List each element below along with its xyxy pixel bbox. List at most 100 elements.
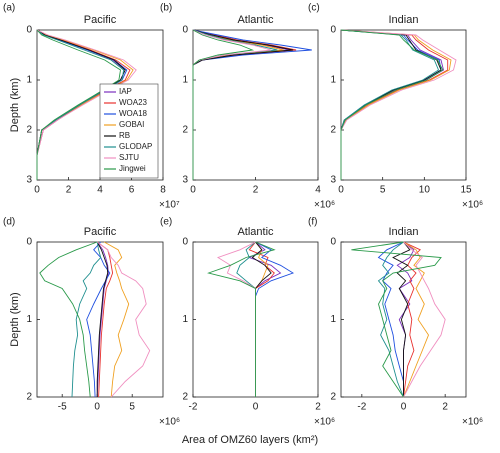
series-line [392, 241, 411, 397]
x-tick-label: 15 [460, 185, 472, 196]
plot-area [207, 241, 295, 397]
series-line [340, 29, 444, 180]
series-line [255, 241, 295, 397]
x-tick-label: -5 [58, 402, 67, 413]
series-line [96, 241, 114, 398]
x-tick-label: 10 [419, 185, 431, 196]
y-tick-label: 0 [182, 237, 188, 248]
y-axis-label: Depth (km) [9, 292, 21, 346]
series-line [71, 241, 102, 398]
series-line [36, 29, 137, 180]
plot-area [351, 241, 446, 398]
x-multiplier: ×10⁶ [462, 417, 483, 428]
panel-title: Pacific [84, 226, 117, 238]
series-line [96, 241, 151, 398]
x-tick-label: 5 [129, 402, 135, 413]
series-line [255, 241, 269, 397]
x-tick-label: 0 [253, 402, 259, 413]
y-tick-label: 2 [26, 392, 32, 403]
x-tick-label: 5 [380, 185, 386, 196]
legend-label: WOA18 [119, 109, 148, 118]
series-line [192, 29, 255, 180]
series-line [36, 29, 121, 180]
x-tick-label: 4 [315, 185, 321, 196]
series-line [351, 241, 442, 398]
y-tick-label: 2 [182, 125, 188, 136]
y-tick-label: 0 [330, 237, 336, 248]
series-line [96, 241, 109, 397]
series-line [39, 241, 98, 398]
y-tick-label: 0 [26, 237, 32, 248]
series-line [340, 29, 440, 180]
legend-label: RB [119, 131, 130, 140]
y-tick-label: 2 [182, 392, 188, 403]
panel-label: (e) [160, 217, 172, 228]
panel-label: (b) [160, 3, 172, 14]
series-line [340, 29, 457, 180]
series-line [216, 241, 256, 397]
x-tick-label: 2 [315, 402, 321, 413]
panel-label: (c) [308, 3, 320, 14]
y-tick-label: 1 [26, 314, 32, 325]
panel-title: Atlantic [237, 14, 274, 26]
x-tick-label: 2 [66, 185, 72, 196]
panel-title: Atlantic [237, 226, 274, 238]
y-tick-label: 0 [182, 25, 188, 36]
series-line [340, 29, 445, 180]
y-tick-label: 1 [330, 314, 336, 325]
y-tick-label: 1 [182, 314, 188, 325]
legend-label: WOA23 [119, 98, 148, 107]
series-line [96, 241, 109, 398]
x-tick-label: -2 [189, 402, 198, 413]
series-line [403, 241, 446, 398]
x-tick-label: 0 [338, 185, 344, 196]
x-multiplier: ×10⁶ [462, 200, 483, 211]
panel-label: (f) [308, 217, 317, 228]
x-tick-label: 0 [401, 402, 407, 413]
x-tick-label: 8 [160, 185, 166, 196]
y-tick-label: 3 [182, 175, 188, 186]
y-tick-label: 1 [182, 75, 188, 86]
legend-label: SJTU [119, 153, 139, 162]
panel-title: Pacific [84, 14, 117, 26]
series-line [377, 241, 404, 398]
x-multiplier: ×10⁶ [159, 417, 180, 428]
shared-x-label: Area of OMZ60 layers (km²) [182, 434, 318, 446]
legend-label: Jingwei [119, 164, 146, 173]
legend-label: GLODAP [119, 142, 152, 151]
y-tick-label: 1 [330, 75, 336, 86]
y-tick-label: 3 [26, 175, 32, 186]
y-tick-label: 3 [330, 175, 336, 186]
y-tick-label: 2 [26, 125, 32, 136]
x-tick-label: 6 [129, 185, 135, 196]
plot-area [36, 29, 137, 180]
series-line [340, 29, 449, 180]
panel-title: Indian [389, 226, 419, 238]
x-tick-label: 0 [34, 185, 40, 196]
y-tick-label: 2 [330, 392, 336, 403]
panel-label: (d) [3, 217, 15, 228]
x-multiplier: ×10⁷ [159, 200, 180, 211]
series-line [103, 241, 130, 398]
legend-box [99, 83, 159, 179]
x-tick-label: 2 [442, 402, 448, 413]
series-line [403, 241, 430, 398]
y-tick-label: 1 [26, 75, 32, 86]
x-tick-label: 4 [97, 185, 103, 196]
x-tick-label: 0 [94, 402, 100, 413]
plot-area [192, 29, 312, 180]
plot-area [340, 29, 457, 180]
series-line [86, 241, 111, 398]
plot-area [39, 241, 151, 398]
panel-title: Indian [389, 14, 419, 26]
legend-label: GOBAI [119, 120, 144, 129]
y-tick-label: 0 [26, 25, 32, 36]
x-tick-label: -2 [357, 402, 366, 413]
x-multiplier: ×10⁶ [314, 417, 335, 428]
legend-label: IAP [119, 87, 132, 96]
series-line [340, 29, 452, 180]
axes-box [340, 29, 467, 181]
y-axis-label: Depth (km) [9, 78, 21, 132]
x-tick-label: 0 [190, 185, 196, 196]
